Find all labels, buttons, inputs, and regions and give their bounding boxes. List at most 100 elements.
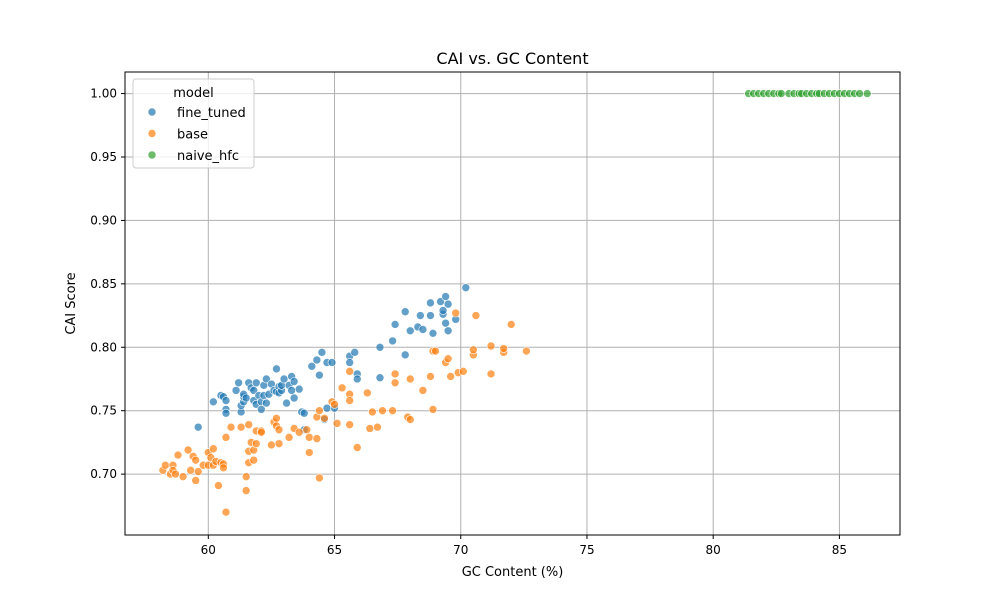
data-point-base [486, 369, 496, 379]
data-point-fine-tuned [426, 298, 435, 308]
data-point-fine-tuned [438, 306, 448, 315]
data-point-base [304, 433, 314, 442]
data-point-base [368, 407, 377, 417]
data-point-base [191, 455, 200, 465]
data-point-fine-tuned [251, 378, 261, 388]
data-point-fine-tuned [441, 318, 450, 328]
data-point-base [226, 422, 236, 432]
legend-marker-naive-hfc [147, 150, 157, 160]
data-point-base [390, 369, 400, 379]
data-point-fine-tuned [400, 307, 410, 317]
data-point-base [302, 425, 312, 435]
x-tick-label: 70 [453, 543, 468, 557]
x-tick-label: 80 [706, 543, 721, 557]
data-point-base [214, 481, 223, 490]
y-tick-label: 0.95 [90, 150, 117, 164]
data-point-fine-tuned [294, 384, 304, 394]
data-point-base [241, 486, 251, 495]
data-point-base [274, 439, 284, 448]
data-point-fine-tuned [426, 311, 435, 320]
data-point-naive-hfc [862, 89, 872, 98]
data-point-fine-tuned [350, 348, 360, 357]
y-tick-label: 0.70 [90, 467, 117, 481]
data-point-base [426, 372, 435, 381]
legend-marker-base [147, 129, 157, 138]
data-point-base [446, 372, 455, 381]
data-point-fine-tuned [390, 320, 400, 329]
data-point-base [272, 413, 281, 423]
data-point-base [458, 367, 468, 376]
data-point-base [161, 460, 170, 470]
data-point-fine-tuned [282, 398, 291, 408]
data-point-fine-tuned [312, 355, 322, 365]
data-point-base [405, 374, 415, 384]
data-point-fine-tuned [289, 377, 299, 386]
data-point-fine-tuned [307, 361, 317, 371]
data-point-base [345, 396, 354, 405]
data-point-base [388, 406, 397, 415]
y-tick-label: 0.85 [90, 277, 117, 291]
data-point-fine-tuned [315, 370, 324, 380]
data-point-base [304, 448, 314, 457]
data-point-base [294, 427, 304, 437]
x-tick-label: 60 [201, 543, 216, 557]
data-point-fine-tuned [272, 364, 281, 374]
data-point-fine-tuned [193, 422, 203, 432]
data-point-fine-tuned [418, 325, 428, 334]
data-point-base [257, 427, 266, 437]
y-axis-label: CAI Score [64, 272, 79, 334]
data-point-base [506, 320, 516, 329]
data-point-naive-hfc [855, 89, 864, 98]
data-point-fine-tuned [416, 311, 425, 320]
data-point-fine-tuned [345, 358, 354, 367]
legend-box [132, 78, 255, 169]
data-point-fine-tuned [241, 393, 251, 403]
data-point-base [378, 406, 387, 415]
plot-area-frame [124, 71, 901, 536]
data-point-base [274, 425, 284, 435]
data-point-fine-tuned [299, 408, 309, 418]
data-point-fine-tuned [352, 374, 362, 384]
data-point-fine-tuned [221, 396, 231, 405]
data-point-base [315, 406, 324, 415]
data-point-base [284, 433, 294, 442]
data-point-base [352, 443, 362, 452]
data-point-fine-tuned [287, 386, 296, 395]
data-point-base [267, 440, 276, 450]
data-point-fine-tuned [375, 373, 385, 383]
data-point-base [236, 422, 246, 432]
data-point-fine-tuned [279, 374, 289, 384]
data-point-naive-hfc [777, 89, 786, 98]
data-point-fine-tuned [231, 386, 241, 395]
data-point-base [443, 354, 453, 363]
data-point-base [221, 507, 231, 517]
data-point-fine-tuned [405, 326, 415, 336]
y-tick-label: 0.90 [90, 213, 117, 227]
data-point-fine-tuned [262, 374, 271, 384]
y-tick-label: 0.75 [90, 404, 117, 418]
data-point-base [186, 466, 195, 475]
data-point-fine-tuned [234, 378, 243, 388]
data-point-base [365, 424, 375, 433]
data-point-base [193, 467, 203, 476]
data-point-base [390, 378, 400, 388]
data-point-fine-tuned [262, 398, 271, 408]
data-point-fine-tuned [443, 299, 453, 309]
data-point-fine-tuned [388, 336, 397, 346]
data-point-base [486, 341, 496, 351]
data-point-fine-tuned [289, 393, 299, 403]
x-tick-label: 85 [832, 543, 847, 557]
data-point-base [499, 344, 508, 353]
x-tick-label: 65 [327, 543, 342, 557]
data-point-base [221, 433, 231, 442]
data-point-base [191, 476, 200, 485]
data-point-fine-tuned [461, 283, 471, 292]
data-point-base [251, 439, 261, 448]
data-point-fine-tuned [221, 408, 231, 418]
data-point-base [522, 346, 531, 356]
data-point-base [451, 308, 461, 318]
y-tick-label: 0.80 [90, 340, 117, 354]
